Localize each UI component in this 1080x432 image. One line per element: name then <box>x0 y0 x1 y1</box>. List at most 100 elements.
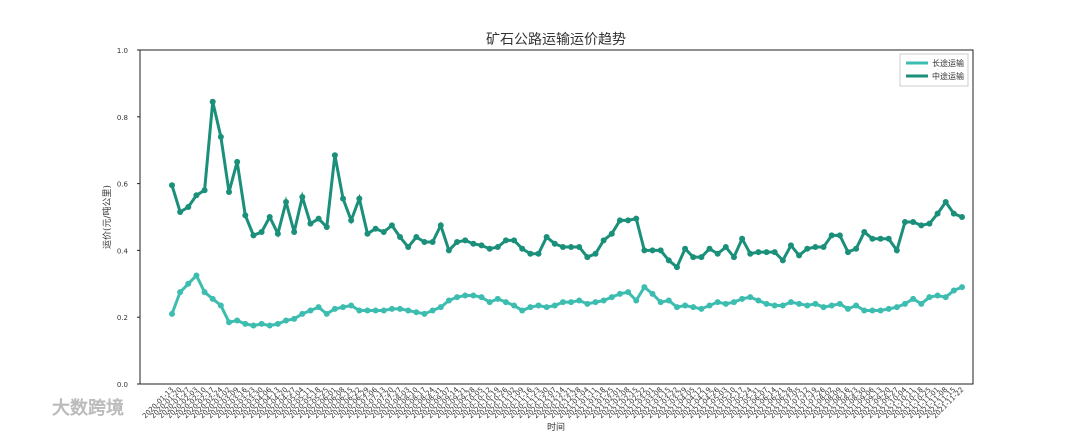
data-point <box>462 292 469 299</box>
data-point <box>568 299 575 306</box>
x-axis-label: 时间 <box>547 421 565 432</box>
data-point <box>869 235 876 242</box>
data-point <box>535 250 542 257</box>
data-point <box>380 229 387 236</box>
data-point <box>950 287 957 294</box>
data-point <box>519 307 526 314</box>
data-point <box>193 192 200 199</box>
data-point <box>771 302 778 309</box>
data-point <box>413 309 420 316</box>
data-point <box>283 198 290 205</box>
data-point <box>739 235 746 242</box>
data-point <box>429 239 436 246</box>
data-point <box>535 302 542 309</box>
data-point <box>877 235 884 242</box>
legend-box <box>899 53 969 87</box>
data-point <box>779 257 786 264</box>
data-point <box>665 257 672 264</box>
data-point <box>755 297 762 304</box>
data-point <box>690 304 697 311</box>
data-point <box>861 229 868 236</box>
data-point <box>380 307 387 314</box>
data-point <box>405 244 412 251</box>
data-point <box>934 210 941 217</box>
data-point <box>804 245 811 252</box>
data-point <box>755 249 762 256</box>
data-point <box>421 310 428 317</box>
data-point <box>592 299 599 306</box>
data-point <box>437 304 444 311</box>
data-point <box>665 297 672 304</box>
data-point <box>926 220 933 227</box>
data-point <box>397 234 404 241</box>
data-point <box>177 289 184 296</box>
data-point <box>592 250 599 257</box>
data-point <box>372 225 379 232</box>
data-point <box>616 217 623 224</box>
data-point <box>682 245 689 252</box>
data-point <box>641 284 648 291</box>
data-point <box>185 280 192 287</box>
data-point <box>527 304 534 311</box>
data-point <box>926 294 933 301</box>
data-point <box>315 304 322 311</box>
data-point <box>714 250 721 257</box>
data-point <box>812 300 819 307</box>
data-point <box>486 245 493 252</box>
data-point <box>543 304 550 311</box>
data-point <box>323 224 330 231</box>
data-point <box>959 214 965 220</box>
data-point <box>633 297 640 304</box>
data-point <box>779 302 786 309</box>
data-point <box>918 300 925 307</box>
data-point <box>698 305 705 312</box>
data-point <box>657 299 664 306</box>
data-point <box>331 152 338 159</box>
data-point <box>413 234 420 241</box>
data-point <box>608 230 615 237</box>
data-point <box>641 247 648 254</box>
data-point <box>747 250 754 257</box>
data-point <box>730 299 737 306</box>
data-point <box>299 310 306 317</box>
data-point <box>901 300 908 307</box>
data-point <box>673 264 680 271</box>
data-point <box>901 219 908 226</box>
data-point <box>649 290 656 297</box>
data-point <box>348 302 355 309</box>
data-point <box>812 244 819 251</box>
data-point <box>185 203 192 210</box>
plot-frame <box>139 49 974 385</box>
data-point <box>445 247 452 254</box>
data-point <box>388 222 395 229</box>
data-point <box>625 217 632 224</box>
data-point <box>462 237 469 244</box>
data-point <box>242 320 249 327</box>
data-point <box>600 297 607 304</box>
data-point <box>649 247 656 254</box>
data-point <box>364 230 371 237</box>
data-point <box>217 133 224 140</box>
y-tick-label: 0.0 <box>117 381 128 389</box>
data-point <box>763 249 770 256</box>
data-point <box>771 249 778 256</box>
data-point <box>445 297 452 304</box>
data-point <box>853 245 860 252</box>
data-point <box>201 289 208 296</box>
data-point <box>177 208 184 215</box>
data-point <box>201 187 208 194</box>
data-point <box>250 322 257 329</box>
data-point <box>454 294 461 301</box>
data-point <box>763 300 770 307</box>
y-tick-label: 0.8 <box>117 114 128 122</box>
data-point <box>519 245 526 252</box>
y-tick-label: 0.6 <box>117 181 129 189</box>
data-point <box>454 239 461 246</box>
data-point <box>543 234 550 241</box>
data-point <box>576 297 583 304</box>
data-point <box>551 240 558 247</box>
data-point <box>820 304 827 311</box>
data-point <box>429 307 436 314</box>
data-point <box>169 310 175 317</box>
